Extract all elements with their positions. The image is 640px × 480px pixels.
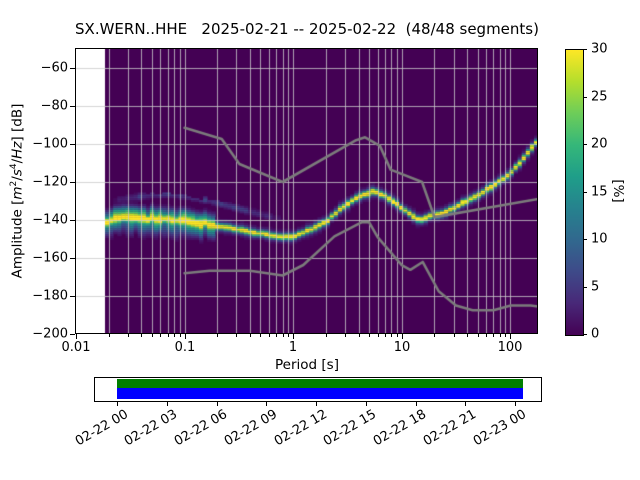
colorbar-tick <box>583 49 587 50</box>
x-axis-major-tick <box>185 334 186 339</box>
timeline-tick <box>316 402 317 406</box>
x-axis-minor-tick <box>454 334 455 337</box>
timeline-tick-label: 02-22 00 <box>72 407 131 450</box>
colorbar-tick-label: 10 <box>591 231 608 247</box>
x-axis-minor-tick <box>174 334 175 337</box>
x-axis-minor-tick <box>486 334 487 337</box>
y-axis-tick <box>70 182 75 183</box>
timeline-tick-label: 02-22 03 <box>122 407 181 450</box>
x-axis-minor-tick <box>250 334 251 337</box>
timeline-tick <box>167 402 168 406</box>
colorbar-tick-label: 25 <box>591 89 608 105</box>
x-axis-minor-tick <box>434 334 435 337</box>
timeline-tick <box>515 402 516 406</box>
x-axis-minor-tick <box>276 334 277 337</box>
x-axis-tick-label: 10 <box>393 340 411 355</box>
x-axis-minor-tick <box>168 334 169 337</box>
timeline-coverage-bar-green <box>117 379 523 388</box>
colorbar-tick <box>583 192 587 193</box>
x-axis-minor-tick <box>288 334 289 337</box>
ppsd-heatmap-canvas <box>76 49 538 334</box>
x-axis-minor-tick <box>269 334 270 337</box>
colorbar-tick-label: 5 <box>591 279 600 295</box>
timeline-tick <box>266 402 267 406</box>
y-axis-tick-label: −180 <box>32 288 68 304</box>
x-axis-minor-tick <box>236 334 237 337</box>
x-axis-tick-label: 0.1 <box>174 340 196 355</box>
y-axis-tick <box>70 220 75 221</box>
x-axis-minor-tick <box>141 334 142 337</box>
timeline-tick <box>366 402 367 406</box>
x-axis-major-tick <box>510 334 511 339</box>
colorbar-tick <box>583 239 587 240</box>
colorbar-tick <box>583 287 587 288</box>
y-axis-tick <box>70 68 75 69</box>
timeline-tick-label: 02-22 21 <box>420 407 479 450</box>
x-axis-minor-tick <box>493 334 494 337</box>
colorbar-tick-label: 15 <box>591 184 608 200</box>
x-axis-minor-tick <box>500 334 501 337</box>
timeline-tick-label: 02-22 15 <box>321 407 380 450</box>
y-axis-tick-label: −200 <box>32 326 68 342</box>
y-axis-tick-label: −140 <box>32 212 68 228</box>
x-axis-minor-tick <box>378 334 379 337</box>
x-axis-tick-label: 1 <box>288 340 298 355</box>
timeline-tick <box>416 402 417 406</box>
x-axis-minor-tick <box>326 334 327 337</box>
chart-title: SX.WERN..HHE 2025-02-21 -- 2025-02-22 (4… <box>75 20 539 38</box>
timeline-segments-bar-blue <box>117 388 523 399</box>
x-axis-minor-tick <box>345 334 346 337</box>
x-axis-minor-tick <box>385 334 386 337</box>
y-axis-tick <box>70 258 75 259</box>
timeline-tick <box>217 402 218 406</box>
x-axis-minor-tick <box>109 334 110 337</box>
y-axis-tick-label: −80 <box>40 98 68 114</box>
x-axis-minor-tick <box>217 334 218 337</box>
y-axis-tick-label: −160 <box>32 250 68 266</box>
y-axis-tick <box>70 106 75 107</box>
x-axis-major-tick <box>76 334 77 339</box>
colorbar-tick <box>583 144 587 145</box>
x-axis-major-tick <box>402 334 403 339</box>
x-axis-minor-tick <box>478 334 479 337</box>
x-axis-major-tick <box>293 334 294 339</box>
x-axis-minor-tick <box>152 334 153 337</box>
y-axis-tick-label: −120 <box>32 174 68 190</box>
x-axis-minor-tick <box>467 334 468 337</box>
y-axis-tick <box>70 334 75 335</box>
colorbar-label: [%] <box>610 179 626 203</box>
x-axis-tick-label: 0.01 <box>61 340 91 355</box>
y-axis-label: Amplitude [m2/s4/Hz] [dB] <box>8 103 26 279</box>
colorbar-tick-label: 0 <box>591 326 600 342</box>
y-axis-tick <box>70 296 75 297</box>
x-axis-minor-tick <box>505 334 506 337</box>
x-axis-minor-tick <box>260 334 261 337</box>
x-axis-label: Period [s] <box>275 357 339 373</box>
x-axis-minor-tick <box>359 334 360 337</box>
colorbar-tick <box>583 97 587 98</box>
timeline-tick-label: 02-22 09 <box>221 407 280 450</box>
x-axis-minor-tick <box>397 334 398 337</box>
timeline-tick-label: 02-22 06 <box>171 407 230 450</box>
y-axis-tick-label: −100 <box>32 136 68 152</box>
timeline-tick <box>465 402 466 406</box>
x-axis-minor-tick <box>180 334 181 337</box>
x-axis-minor-tick <box>160 334 161 337</box>
x-axis-minor-tick <box>128 334 129 337</box>
timeline-tick-label: 02-22 18 <box>370 407 429 450</box>
x-axis-tick-label: 100 <box>497 340 523 355</box>
timeline-tick <box>117 402 118 406</box>
x-axis-minor-tick <box>369 334 370 337</box>
x-axis-minor-tick <box>391 334 392 337</box>
timeline-tick-label: 02-23 00 <box>470 407 529 450</box>
y-axis-tick-label: −60 <box>40 60 68 76</box>
y-axis-tick <box>70 144 75 145</box>
colorbar-tick <box>583 334 587 335</box>
timeline-tick-label: 02-22 12 <box>271 407 330 450</box>
colorbar-tick-label: 30 <box>591 41 608 57</box>
colorbar-tick-label: 20 <box>591 136 608 152</box>
colorbar <box>565 49 584 336</box>
x-axis-minor-tick <box>283 334 284 337</box>
